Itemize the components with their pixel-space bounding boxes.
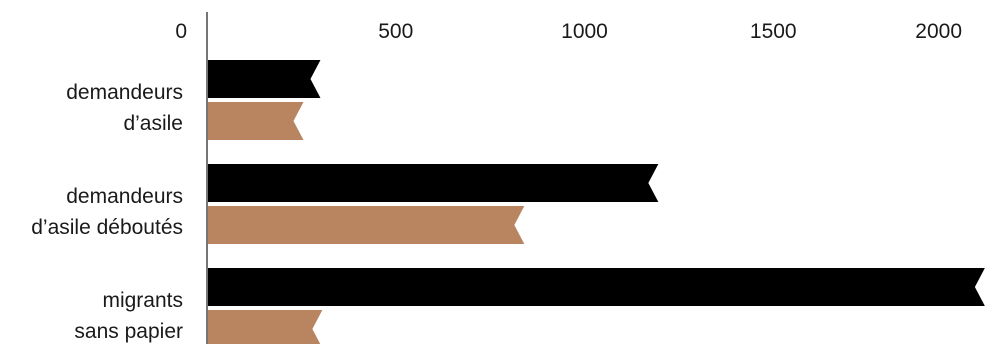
x-tick-label: 2000 (915, 20, 962, 43)
category-label: d’asile déboutés (31, 216, 183, 239)
bar-series-2 (208, 206, 525, 244)
category-label: demandeurs (66, 81, 183, 104)
x-tick-label: 0 (175, 20, 187, 43)
bar-series-2 (208, 310, 323, 344)
x-axis-ticks: 0 500 1000 1500 2000 (175, 20, 962, 43)
bar-series-1 (208, 268, 985, 306)
category-label: demandeurs (66, 185, 183, 208)
category-label: sans papier (74, 320, 183, 343)
category-label: d’asile (123, 112, 183, 135)
category-label: migrants (102, 289, 183, 312)
x-tick-label: 500 (378, 20, 413, 43)
bar-series-1 (208, 60, 321, 98)
x-tick-label: 1000 (561, 20, 608, 43)
category-labels: demandeurs d’asile demandeurs d’asile débou… (31, 81, 183, 343)
bar-series-1 (208, 164, 659, 202)
x-tick-label: 1500 (750, 20, 797, 43)
bars (208, 60, 985, 344)
bar-series-2 (208, 102, 304, 140)
